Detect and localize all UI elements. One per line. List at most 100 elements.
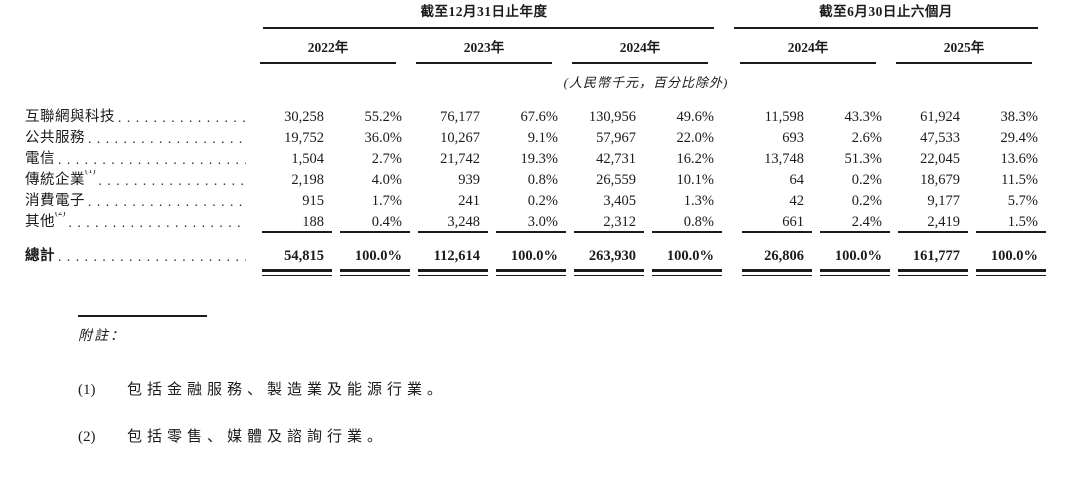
cell-value: 18,679 [920, 172, 960, 188]
cell-value: 10,267 [440, 130, 480, 146]
cell-percent: 67.6% [520, 109, 558, 125]
footnote-2: (2) 包括零售、媒體及諮詢行業。 [78, 427, 978, 447]
cell-value: 64 [789, 172, 805, 188]
total-double-rules [25, 268, 1046, 276]
cell-value: 13,748 [764, 151, 804, 167]
double-rule [340, 268, 410, 276]
cell-value: 2,419 [927, 214, 960, 230]
year-rule [260, 62, 396, 64]
cell-percent: 22.0% [676, 130, 714, 146]
cell-percent: 5.7% [1007, 193, 1038, 209]
total-percent: 100.0% [354, 247, 402, 264]
cell-value: 1,504 [291, 151, 324, 167]
double-rule [898, 268, 968, 276]
cell-value: 3,248 [447, 214, 480, 230]
cell-value: 42,731 [596, 151, 636, 167]
leader-dots [88, 128, 246, 150]
total-value: 26,806 [764, 247, 804, 264]
cell-value: 61,924 [920, 109, 960, 125]
subtotal-rules [25, 231, 1046, 233]
total-percent: 100.0% [990, 247, 1038, 264]
leader-dots [99, 170, 247, 192]
cell-value: 130,956 [588, 109, 636, 125]
cell-value: 19,752 [284, 130, 324, 146]
row-label: 其他 [25, 214, 55, 230]
cell-value: 2,198 [291, 172, 324, 188]
unit-note-row: (人民幣千元，百分比除外) [25, 72, 1038, 91]
cell-value: 21,742 [440, 151, 480, 167]
revenue-by-industry-table: 截至12月31日止年度 截至6月30日止六個月 2022年 2023年 2024… [25, 0, 1046, 276]
year-rule [572, 62, 708, 64]
footnotes-heading: 附註： [78, 329, 126, 344]
period-group-interim: 截至6月30日止六個月 [734, 0, 1038, 29]
table-row-total: 總計 54,815 100.0% 112,614 100.0% 263,930 … [25, 246, 1038, 267]
column-rule [496, 231, 566, 233]
table-row-traditional-enterprises: 傳統企業(1) 2,198 4.0% 939 0.8% 26,559 10.1%… [25, 170, 1038, 191]
double-rule [820, 268, 890, 276]
year-header-2022: 2022年 [254, 36, 402, 64]
cell-value: 26,559 [596, 172, 636, 188]
cell-percent: 0.8% [527, 172, 558, 188]
column-rule [418, 231, 488, 233]
footnote-separator [78, 315, 207, 317]
period-group-annual-rule [263, 27, 714, 29]
total-value: 54,815 [284, 247, 324, 264]
cell-percent: 0.2% [527, 193, 558, 209]
column-rule [574, 231, 644, 233]
period-group-header-row: 截至12月31日止年度 截至6月30日止六個月 [25, 0, 1038, 29]
cell-value: 3,405 [603, 193, 636, 209]
year-rule [416, 62, 552, 64]
cell-percent: 55.2% [364, 109, 402, 125]
table-row-telecom: 電信 1,504 2.7% 21,742 19.3% 42,731 16.2% … [25, 149, 1038, 170]
cell-percent: 0.2% [851, 193, 882, 209]
footnotes: 附註： (1) 包括金融服務、製造業及能源行業。 (2) 包括零售、媒體及諮詢行… [78, 287, 978, 447]
period-group-annual: 截至12月31日止年度 [254, 0, 714, 29]
cell-percent: 1.7% [371, 193, 402, 209]
leader-dots [58, 246, 246, 268]
leader-dots [58, 149, 246, 171]
cell-value: 11,598 [764, 109, 804, 125]
cell-percent: 4.0% [371, 172, 402, 188]
cell-percent: 9.1% [527, 130, 558, 146]
leader-dots [88, 191, 246, 213]
column-rule [898, 231, 968, 233]
column-rule [820, 231, 890, 233]
double-rule [496, 268, 566, 276]
footnote-number: (1) [78, 382, 96, 398]
cell-value: 57,967 [596, 130, 636, 146]
cell-value: 661 [782, 214, 804, 230]
unit-note: (人民幣千元，百分比除外) [563, 75, 729, 90]
column-rule [262, 231, 332, 233]
cell-percent: 1.3% [683, 193, 714, 209]
row-label-sup: (1) [85, 170, 96, 175]
year-rule [740, 62, 876, 64]
total-value: 112,614 [433, 247, 480, 264]
cell-percent: 10.1% [676, 172, 714, 188]
cell-percent: 16.2% [676, 151, 714, 167]
footnote-number: (2) [78, 429, 96, 445]
year-header-row: 2022年 2023年 2024年 2024年 2025年 [25, 36, 1038, 64]
row-label: 傳統企業 [25, 172, 85, 188]
cell-percent: 3.0% [527, 214, 558, 230]
year-header-2025-interim: 2025年 [890, 36, 1038, 64]
total-value: 263,930 [588, 247, 636, 264]
cell-percent: 13.6% [1000, 151, 1038, 167]
cell-percent: 43.3% [844, 109, 882, 125]
table-row-others: 其他(2) 188 0.4% 3,248 3.0% 2,312 0.8% 661… [25, 212, 1038, 233]
cell-percent: 36.0% [364, 130, 402, 146]
column-rule [742, 231, 812, 233]
period-group-annual-title: 截至12月31日止年度 [420, 4, 548, 19]
double-rule [742, 268, 812, 276]
cell-percent: 38.3% [1000, 109, 1038, 125]
column-rule [976, 231, 1046, 233]
footnote-1: (1) 包括金融服務、製造業及能源行業。 [78, 380, 978, 400]
year-rule [896, 62, 1032, 64]
year-header-2024: 2024年 [566, 36, 714, 64]
cell-value: 76,177 [440, 109, 480, 125]
cell-value: 939 [458, 172, 480, 188]
cell-percent: 51.3% [844, 151, 882, 167]
total-percent: 100.0% [666, 247, 714, 264]
total-percent: 100.0% [834, 247, 882, 264]
row-label: 消費電子 [25, 193, 85, 209]
